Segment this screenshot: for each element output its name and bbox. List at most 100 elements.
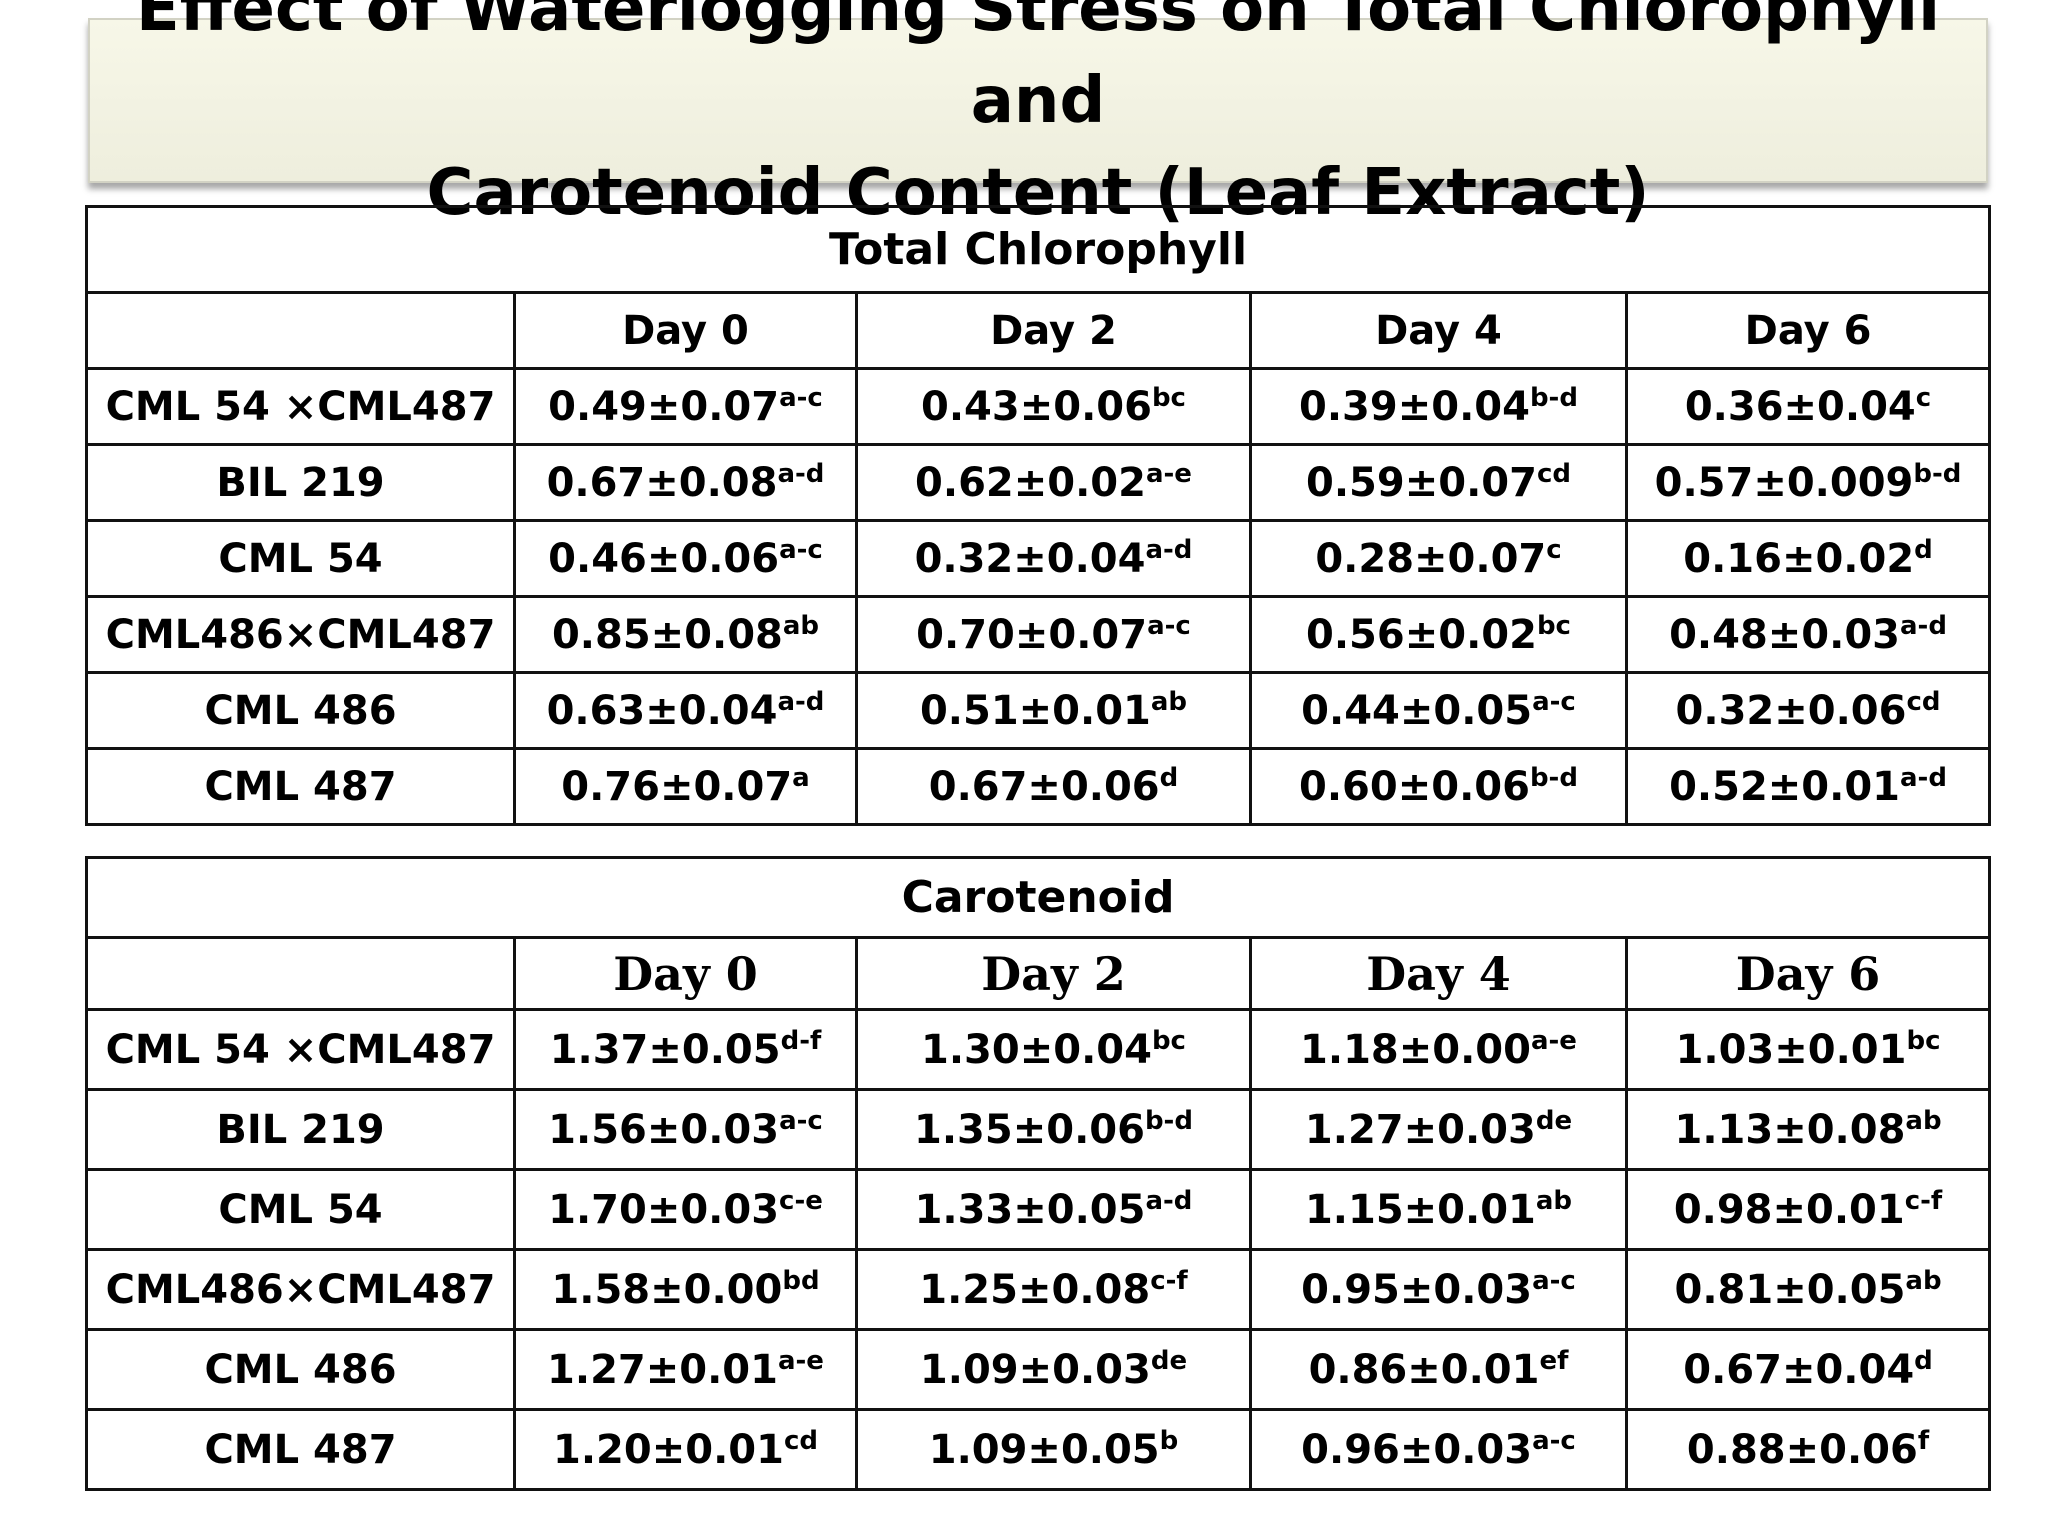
- carotenoid-value: 1.30±0.04: [921, 1026, 1152, 1073]
- chlorophyll-value: 0.59±0.07: [1306, 459, 1537, 506]
- chlorophyll-value: 0.32±0.06: [1675, 687, 1907, 734]
- carotenoid-data-row: CML 54 1.70±0.03c-e 1.33±0.05a-d 1.15±0.01a…: [85, 1168, 1992, 1251]
- carotenoid-value: 0.95±0.03: [1301, 1266, 1533, 1313]
- carotenoid-day-header: Day 0: [513, 936, 858, 1011]
- carotenoid-value: 1.70±0.03: [548, 1186, 780, 1233]
- chlorophyll-value: 0.44±0.05: [1301, 687, 1533, 734]
- chlorophyll-day-header-row: Day 0 Day 2 Day 4 Day 6: [85, 291, 1992, 370]
- chlorophyll-value-cell: 0.48±0.03a-d: [1624, 595, 1992, 674]
- chlorophyll-significance-letter: ab: [782, 610, 820, 641]
- carotenoid-value: 0.81±0.05: [1674, 1266, 1906, 1313]
- chlorophyll-value-cell: 0.36±0.04c: [1624, 367, 1992, 446]
- carotenoid-significance-letter: ef: [1539, 1345, 1569, 1376]
- chlorophyll-significance-letter: a: [792, 762, 810, 793]
- chlorophyll-value: 0.43±0.06: [921, 383, 1152, 430]
- carotenoid-day-header-row: Day 0 Day 2 Day 4 Day 6: [85, 936, 1992, 1011]
- carotenoid-value: 1.37±0.05: [549, 1026, 781, 1073]
- chlorophyll-value-cell: 0.85±0.08ab: [513, 595, 858, 674]
- chlorophyll-significance-letter: b-d: [1913, 458, 1962, 489]
- carotenoid-value: 1.58±0.00: [551, 1266, 783, 1313]
- carotenoid-significance-letter: de: [1150, 1345, 1188, 1376]
- chlorophyll-significance-letter: a-d: [1899, 762, 1947, 793]
- carotenoid-value-cell: 1.33±0.05a-d: [855, 1168, 1252, 1251]
- carotenoid-data-row: CML 486 1.27±0.01a-e 1.09±0.03de 0.86±0.01e…: [85, 1328, 1992, 1411]
- chlorophyll-genotype-cell: CML 487: [85, 747, 516, 826]
- carotenoid-value-cell: 0.67±0.04d: [1624, 1328, 1992, 1411]
- chlorophyll-value: 0.46±0.06: [548, 535, 780, 582]
- carotenoid-significance-letter: bc: [1906, 1025, 1941, 1056]
- chlorophyll-day-header: Day 4: [1249, 291, 1628, 370]
- chlorophyll-genotype-cell: CML 486: [85, 671, 516, 750]
- carotenoid-value: 1.09±0.03: [919, 1346, 1151, 1393]
- carotenoid-data-row: CML 487 1.20±0.01cd 1.09±0.05b 0.96±0.03a-c…: [85, 1408, 1992, 1491]
- carotenoid-significance-letter: ab: [1905, 1265, 1942, 1296]
- chlorophyll-significance-letter: bc: [1151, 382, 1186, 413]
- carotenoid-genotype-cell: BIL 219: [85, 1088, 516, 1171]
- chlorophyll-genotype-cell: CML 54: [85, 519, 516, 598]
- chlorophyll-value: 0.76±0.07: [561, 763, 793, 810]
- chlorophyll-significance-letter: bc: [1536, 610, 1571, 641]
- chlorophyll-significance-letter: a-c: [1532, 686, 1576, 717]
- carotenoid-value-cell: 1.35±0.06b-d: [855, 1088, 1252, 1171]
- carotenoid-value: 1.13±0.08: [1674, 1106, 1906, 1153]
- chlorophyll-data-row: CML 54 0.46±0.06a-c 0.32±0.04a-d 0.28±0.07c…: [85, 519, 1992, 598]
- chlorophyll-value: 0.28±0.07: [1315, 535, 1547, 582]
- carotenoid-day-header: Day 4: [1249, 936, 1628, 1011]
- chlorophyll-value-cell: 0.46±0.06a-c: [513, 519, 858, 598]
- carotenoid-value-cell: 1.20±0.01cd: [513, 1408, 858, 1491]
- chlorophyll-value-cell: 0.63±0.04a-d: [513, 671, 858, 750]
- chlorophyll-value: 0.56±0.02: [1306, 611, 1537, 658]
- chlorophyll-significance-letter: a-c: [779, 382, 823, 413]
- carotenoid-value: 1.09±0.05: [928, 1426, 1160, 1473]
- chlorophyll-value: 0.63±0.04: [546, 687, 778, 734]
- carotenoid-genotype-cell: CML 486: [85, 1328, 516, 1411]
- chlorophyll-value-cell: 0.49±0.07a-c: [513, 367, 858, 446]
- carotenoid-value: 1.27±0.03: [1304, 1106, 1536, 1153]
- chlorophyll-value-cell: 0.39±0.04b-d: [1249, 367, 1628, 446]
- carotenoid-value-cell: 1.58±0.00bd: [513, 1248, 858, 1331]
- chlorophyll-genotype-cell: CML 54 ×CML487: [85, 367, 516, 446]
- carotenoid-table-body: Carotenoid Day 0 Day 2 Day 4 Day 6 CML 5…: [84, 856, 1992, 1491]
- chlorophyll-value: 0.51±0.01: [919, 687, 1151, 734]
- chlorophyll-value-cell: 0.44±0.05a-c: [1249, 671, 1628, 750]
- chlorophyll-value-cell: 0.56±0.02bc: [1249, 595, 1628, 674]
- chlorophyll-value-cell: 0.60±0.06b-d: [1249, 747, 1628, 826]
- carotenoid-title-row: Carotenoid: [84, 856, 1992, 939]
- chlorophyll-significance-letter: b-d: [1529, 762, 1578, 793]
- carotenoid-significance-letter: c-f: [1904, 1185, 1943, 1216]
- chlorophyll-significance-letter: d: [1914, 534, 1933, 565]
- chlorophyll-significance-letter: ab: [1150, 686, 1188, 717]
- chlorophyll-section-title: Total Chlorophyll: [84, 205, 1992, 294]
- carotenoid-genotype-cell: CML486×CML487: [85, 1248, 516, 1331]
- chlorophyll-value: 0.57±0.009: [1654, 459, 1914, 506]
- carotenoid-value-cell: 1.56±0.03a-c: [513, 1088, 858, 1171]
- chlorophyll-value-cell: 0.43±0.06bc: [855, 367, 1252, 446]
- chlorophyll-title-row: Total Chlorophyll: [84, 205, 1992, 294]
- carotenoid-value: 0.88±0.06: [1686, 1426, 1918, 1473]
- carotenoid-significance-letter: de: [1535, 1105, 1573, 1136]
- carotenoid-value: 1.56±0.03: [548, 1106, 780, 1153]
- carotenoid-value: 1.25±0.08: [919, 1266, 1151, 1313]
- carotenoid-significance-letter: c-e: [779, 1185, 823, 1216]
- carotenoid-value-cell: 1.37±0.05d-f: [513, 1008, 858, 1091]
- chlorophyll-significance-letter: cd: [1906, 686, 1941, 717]
- carotenoid-significance-letter: d-f: [780, 1025, 822, 1056]
- carotenoid-day-header: Day 2: [855, 936, 1252, 1011]
- carotenoid-value-cell: 0.96±0.03a-c: [1249, 1408, 1628, 1491]
- chlorophyll-data-row: BIL 219 0.67±0.08a-d 0.62±0.02a-e 0.59±0.07…: [85, 443, 1992, 522]
- slide-title-box: Effect of Waterlogging Stress on Total C…: [88, 0, 1988, 230]
- carotenoid-significance-letter: bd: [782, 1265, 820, 1296]
- chlorophyll-significance-letter: b-d: [1529, 382, 1578, 413]
- chlorophyll-value-cell: 0.32±0.06cd: [1624, 671, 1992, 750]
- carotenoid-value: 0.86±0.01: [1308, 1346, 1540, 1393]
- chlorophyll-data-row: CML 54 ×CML487 0.49±0.07a-c 0.43±0.06bc 0.3…: [85, 367, 1992, 446]
- chlorophyll-corner-cell: [85, 291, 516, 370]
- carotenoid-significance-letter: a-d: [1145, 1185, 1193, 1216]
- chlorophyll-value: 0.67±0.08: [546, 459, 778, 506]
- carotenoid-genotype-cell: CML 54: [85, 1168, 516, 1251]
- carotenoid-value-cell: 1.70±0.03c-e: [513, 1168, 858, 1251]
- carotenoid-value-cell: 1.27±0.01a-e: [513, 1328, 858, 1411]
- carotenoid-corner-cell: [85, 936, 516, 1011]
- chlorophyll-value-cell: 0.67±0.06d: [855, 747, 1252, 826]
- chlorophyll-value-cell: 0.28±0.07c: [1249, 519, 1628, 598]
